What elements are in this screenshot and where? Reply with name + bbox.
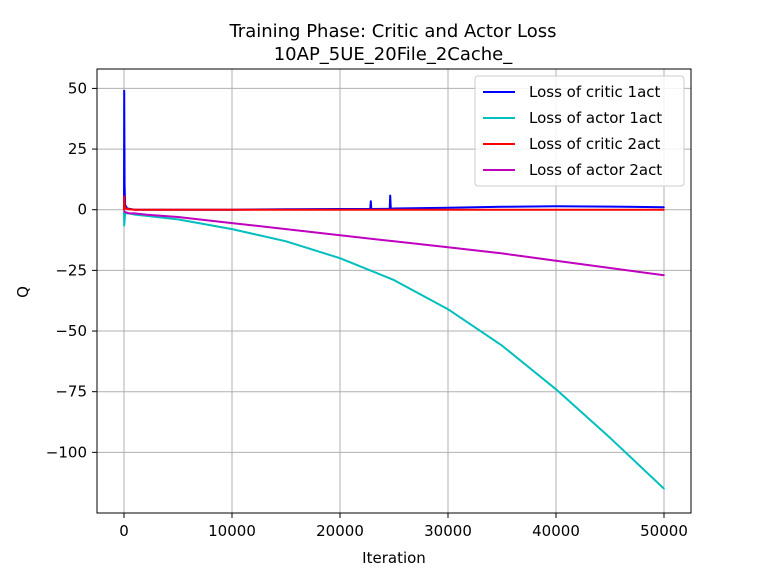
legend-label: Loss of critic 2act: [529, 135, 661, 153]
legend-item: Loss of critic 2act: [483, 135, 661, 153]
y-axis-label: Q: [14, 286, 32, 298]
legend-item: Loss of critic 1act: [483, 83, 661, 101]
x-tick-label: 20000: [316, 522, 364, 540]
chart-title: Training Phase: Critic and Actor Loss: [228, 21, 556, 42]
series-layer: [123, 89, 665, 490]
legend-label: Loss of actor 2act: [529, 161, 662, 179]
series-3: [123, 195, 665, 211]
data-point: [370, 200, 372, 202]
data-point: [339, 257, 341, 260]
data-point: [555, 259, 557, 262]
legend-item: Loss of actor 2act: [483, 161, 662, 179]
data-point: [125, 208, 127, 210]
y-tick-label: −25: [55, 261, 87, 279]
series-line: [123, 212, 665, 490]
data-point: [555, 208, 557, 211]
data-point: [128, 212, 131, 215]
x-tick-label: 30000: [424, 522, 472, 540]
x-tick-label: 10000: [208, 522, 256, 540]
series-2: [123, 211, 665, 490]
data-point: [663, 274, 665, 277]
data-point: [663, 487, 665, 490]
data-point: [123, 210, 125, 212]
data-point: [389, 194, 392, 197]
data-point: [123, 224, 125, 227]
data-point: [393, 279, 395, 281]
series-line: [123, 195, 664, 211]
plot-frame: [96, 68, 692, 514]
y-tick-label: −50: [55, 322, 87, 340]
data-point: [555, 388, 557, 391]
data-point: [123, 195, 125, 198]
y-tick-label: 0: [77, 201, 87, 219]
data-point: [555, 205, 557, 208]
data-point: [123, 184, 126, 187]
data-point: [663, 208, 665, 211]
chart-subtitle: 10AP_5UE_20File_2Cache_: [274, 44, 514, 65]
legend-item: Loss of actor 1act: [483, 109, 662, 127]
x-tick-label: 40000: [532, 522, 580, 540]
data-point: [231, 208, 233, 211]
x-axis: 0 10000 20000 30000 40000 50000: [119, 513, 688, 540]
data-point: [501, 344, 503, 347]
data-point: [501, 206, 503, 208]
data-point: [123, 90, 125, 92]
y-tick-label: −75: [55, 383, 87, 401]
series-4: [123, 210, 665, 277]
data-point: [447, 308, 449, 311]
data-point: [447, 246, 449, 249]
data-point: [123, 205, 126, 207]
y-tick-label: −100: [46, 443, 87, 461]
data-point: [447, 207, 449, 209]
data-point: [609, 267, 611, 269]
x-axis-label: Iteration: [362, 549, 426, 567]
data-point: [339, 208, 341, 211]
y-tick-label: 25: [68, 140, 87, 158]
x-tick-label: 50000: [640, 522, 688, 540]
data-point: [447, 208, 449, 211]
series-line: [123, 89, 665, 211]
data-point: [231, 222, 233, 224]
data-point: [339, 234, 341, 236]
data-point: [144, 213, 147, 216]
data-point: [123, 208, 125, 211]
legend-box: [474, 75, 685, 187]
x-tick-label: 0: [119, 522, 129, 540]
legend: Loss of critic 1act Loss of actor 1act Los…: [474, 75, 685, 187]
legend-label: Loss of actor 1act: [529, 109, 662, 127]
series-line: [123, 210, 665, 277]
data-point: [134, 212, 136, 215]
data-point: [231, 228, 233, 230]
data-point: [609, 437, 611, 439]
data-point: [177, 218, 179, 221]
y-axis: 50 25 0 −25 −50 −75 −100: [46, 79, 97, 461]
data-point: [285, 228, 287, 230]
y-tick-label: 50: [68, 79, 87, 97]
data-point: [285, 240, 287, 243]
data-point: [177, 216, 179, 218]
data-point: [663, 206, 665, 209]
legend-label: Loss of critic 1act: [529, 83, 661, 101]
data-point: [609, 205, 611, 208]
data-point: [124, 211, 126, 213]
data-point: [134, 208, 136, 211]
data-point: [393, 240, 395, 243]
data-point: [501, 252, 503, 255]
